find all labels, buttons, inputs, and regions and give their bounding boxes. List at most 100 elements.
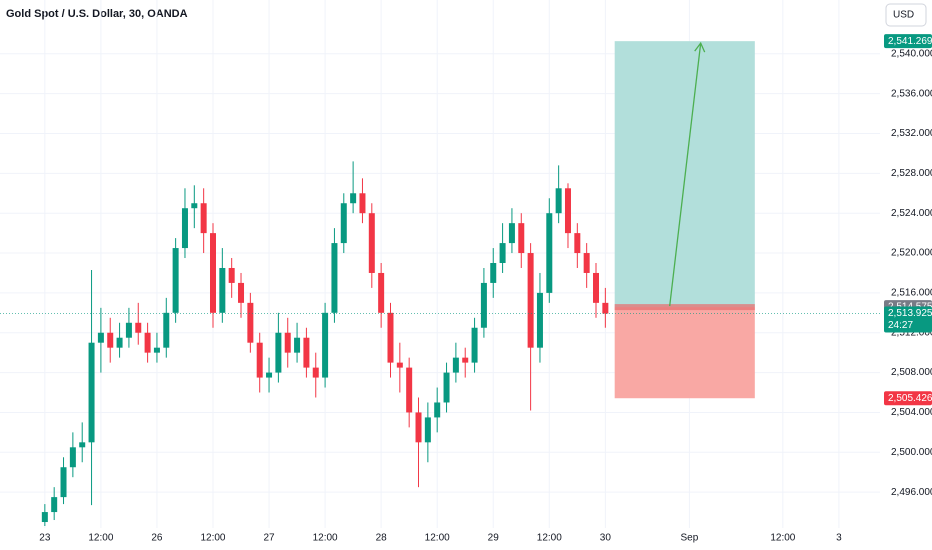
candle-body	[294, 337, 301, 353]
candle-body	[247, 302, 254, 343]
candle-body	[359, 193, 366, 214]
candle-body	[79, 442, 86, 448]
arrow	[669, 43, 702, 307]
x-tick-label: 30	[600, 533, 612, 544]
candle-body	[209, 233, 216, 313]
candle-body	[266, 372, 273, 378]
currency-button[interactable]	[885, 3, 927, 27]
y-tick-label: 2,500.000	[891, 447, 932, 458]
candle-body	[518, 223, 525, 254]
candle-body	[396, 362, 403, 368]
candle-body	[312, 367, 319, 378]
x-tick-label: 12:00	[770, 533, 795, 544]
candle-body	[443, 372, 450, 403]
x-tick-label: Sep	[681, 533, 699, 544]
candle-body	[238, 282, 245, 303]
candle-body	[415, 412, 422, 443]
candle-body	[378, 272, 385, 313]
candle-body	[574, 233, 581, 254]
candle-body	[97, 332, 104, 343]
candle-body	[527, 253, 534, 348]
y-tick-label: 2,504.000	[891, 407, 932, 418]
currency-label[interactable]: USD	[893, 10, 914, 21]
candle-body	[462, 357, 469, 363]
candle-body	[583, 253, 590, 273]
candle-body	[200, 203, 207, 234]
y-tick-label: 2,508.000	[891, 367, 932, 378]
candle-body	[350, 193, 357, 204]
x-tick-label: 12:00	[200, 533, 225, 544]
candle-body	[387, 312, 394, 363]
y-tick-label: 2,524.000	[891, 208, 932, 219]
candle-body	[331, 243, 338, 313]
candle-body	[546, 213, 553, 293]
y-tick-label: 2,516.000	[891, 288, 932, 299]
candle-body	[303, 337, 310, 368]
candle-body	[434, 402, 441, 418]
x-tick-label: 26	[151, 533, 163, 544]
y-tick-label: 2,528.000	[891, 168, 932, 179]
candle-body	[593, 272, 600, 303]
candle-body	[144, 332, 151, 353]
candle-body	[284, 332, 291, 353]
countdown: 24:27	[888, 320, 913, 331]
candle-body	[424, 417, 431, 443]
y-tick-label: 2,512.000	[891, 327, 932, 338]
y-tick-label: 2,520.000	[891, 248, 932, 259]
candle-body	[536, 292, 543, 348]
y-tick-label: 2,496.000	[891, 487, 932, 498]
candle-body	[322, 312, 329, 378]
x-tick-label: 28	[376, 533, 388, 544]
price-tag-label: 2,505.426	[888, 393, 932, 404]
x-tick-label: 27	[263, 533, 275, 544]
x-tick-label: 12:00	[313, 533, 338, 544]
x-tick-label: 12:00	[425, 533, 450, 544]
plot-area	[0, 0, 880, 528]
candle-body	[471, 327, 478, 363]
candle-body	[60, 467, 67, 498]
entry-line	[614, 304, 755, 311]
candle-body	[499, 243, 506, 264]
price-tag	[884, 34, 932, 49]
candle-body	[452, 357, 459, 373]
x-tick-label: 12:00	[537, 533, 562, 544]
y-tick-label: 2,540.000	[891, 48, 932, 59]
candle-body	[555, 188, 562, 214]
candle-body	[163, 312, 170, 348]
candle-body	[219, 267, 226, 313]
price-tag-label: 2,541.269	[888, 36, 932, 47]
candle-body	[490, 263, 497, 283]
x-tick-label: 3	[836, 533, 842, 544]
candle-body	[107, 332, 114, 348]
y-tick-label: 2,532.000	[891, 128, 932, 139]
candle-body	[275, 332, 282, 373]
candle-body	[340, 203, 347, 244]
candle-body	[406, 367, 413, 413]
price-tag	[884, 306, 932, 333]
candle-body	[564, 188, 571, 234]
candle-body	[88, 342, 95, 443]
y-tick-label: 2,536.000	[891, 88, 932, 99]
candle-body	[41, 512, 48, 523]
x-tick-label: 23	[39, 533, 51, 544]
arrow-head	[694, 41, 706, 53]
candle-body	[125, 322, 132, 338]
price-tag	[884, 391, 932, 406]
loss-zone	[614, 307, 755, 399]
candle-body	[368, 213, 375, 273]
price-tag-label: 2,513.925	[888, 308, 932, 319]
candle-body	[228, 267, 235, 283]
x-tick-label: 12:00	[88, 533, 113, 544]
candle-body	[191, 203, 198, 209]
candle-body	[480, 282, 487, 328]
candle-body	[256, 342, 263, 378]
candle-body	[51, 497, 58, 513]
candle-body	[181, 208, 188, 249]
candle-body	[172, 248, 179, 313]
candle-body	[153, 347, 160, 353]
candle-body	[69, 447, 76, 468]
chart-title: Gold Spot / U.S. Dollar, 30, OANDA	[6, 8, 188, 20]
x-tick-label: 29	[488, 533, 500, 544]
